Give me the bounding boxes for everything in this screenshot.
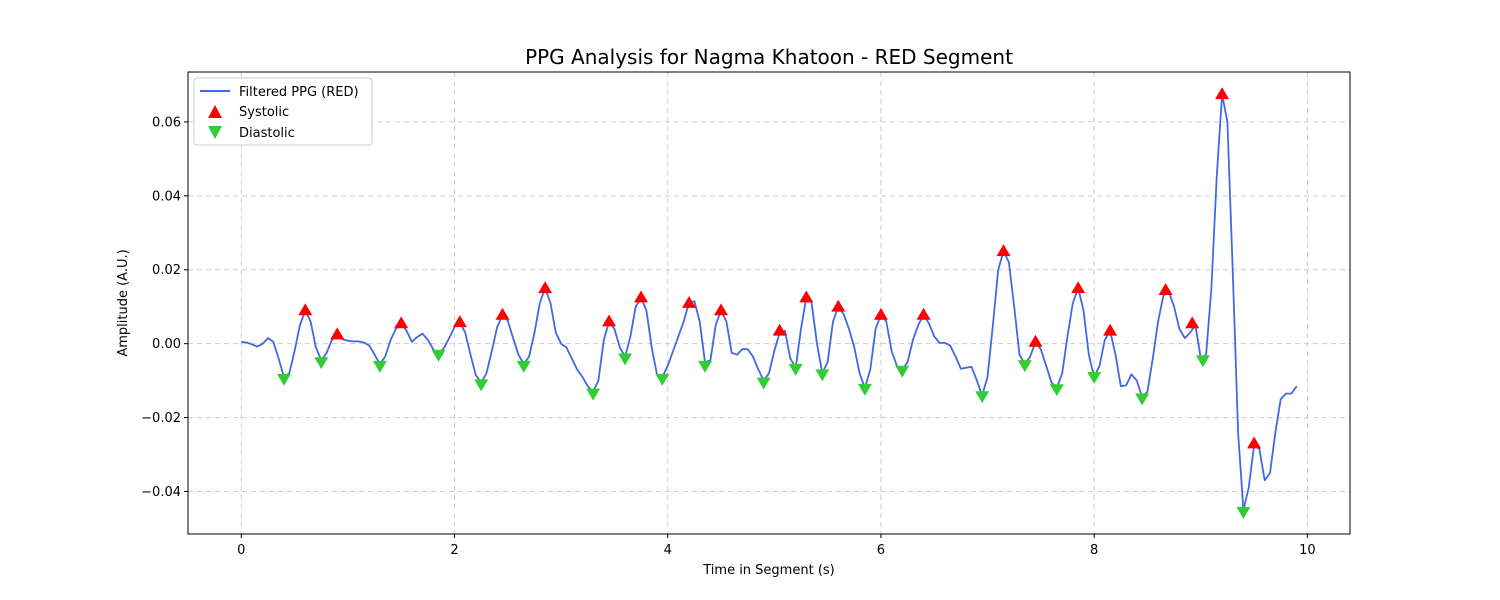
y-tick-label: 0.06 bbox=[152, 115, 181, 130]
legend-diastolic-marker-icon bbox=[208, 126, 222, 139]
grid bbox=[188, 72, 1350, 534]
legend-systolic-marker-icon bbox=[208, 105, 222, 118]
systolic-peak-marker bbox=[916, 307, 931, 320]
x-tick-label: 0 bbox=[237, 543, 245, 558]
systolic-peak-marker bbox=[602, 314, 617, 327]
diastolic-trough-marker bbox=[372, 360, 387, 373]
axes-frame bbox=[187, 71, 1351, 535]
x-axis-ticks: 0 2 4 6 8 10 bbox=[237, 534, 1316, 558]
y-axis-ticks: −0.04 −0.02 0.00 0.02 0.04 0.06 bbox=[141, 115, 188, 500]
systolic-peak-marker bbox=[1103, 323, 1118, 336]
systolic-peak-marker bbox=[799, 290, 814, 303]
diastolic-trough-marker bbox=[314, 357, 329, 370]
systolic-peak-marker bbox=[495, 307, 510, 320]
systolic-peak-marker bbox=[873, 307, 888, 320]
plot-area bbox=[241, 87, 1298, 519]
diastolic-trough-marker bbox=[1049, 384, 1064, 397]
systolic-peak-marker bbox=[452, 315, 467, 328]
y-tick-label: −0.04 bbox=[141, 485, 181, 500]
systolic-peak-marker bbox=[714, 303, 729, 316]
legend-label-diastolic: Diastolic bbox=[239, 126, 295, 141]
systolic-peak-marker bbox=[538, 281, 553, 294]
y-tick-label: 0.00 bbox=[152, 337, 181, 352]
legend: Filtered PPG (RED) Systolic Diastolic bbox=[193, 77, 373, 146]
diastolic-trough-marker bbox=[1087, 372, 1102, 384]
y-tick-label: 0.02 bbox=[152, 263, 181, 278]
diastolic-trough-marker bbox=[975, 391, 990, 404]
legend-label-filtered-ppg: Filtered PPG (RED) bbox=[239, 85, 359, 100]
systolic-peak-marker bbox=[996, 244, 1011, 257]
systolic-peak-marker bbox=[682, 296, 697, 308]
diastolic-trough-marker bbox=[1236, 506, 1251, 519]
diastolic-trough-marker bbox=[815, 369, 830, 382]
diastolic-trough-marker bbox=[788, 363, 803, 376]
x-tick-label: 6 bbox=[877, 543, 885, 558]
diastolic-trough-marker bbox=[756, 377, 771, 390]
systolic-peak-marker bbox=[772, 323, 787, 336]
diastolic-trough-marker bbox=[516, 360, 531, 373]
diastolic-trough-marker bbox=[1135, 393, 1150, 406]
diastolic-trough-marker bbox=[1195, 355, 1210, 368]
x-tick-label: 8 bbox=[1090, 543, 1098, 558]
diastolic-trough-marker bbox=[618, 353, 633, 366]
diastolic-trough-marker bbox=[276, 373, 291, 386]
diastolic-trough-marker bbox=[474, 379, 489, 392]
diastolic-trough-marker bbox=[698, 360, 713, 373]
systolic-peak-marker bbox=[1028, 334, 1043, 347]
y-tick-label: 0.04 bbox=[152, 189, 181, 204]
diastolic-trough-marker bbox=[1017, 360, 1032, 373]
y-axis-label: Amplitude (A.U.) bbox=[116, 249, 131, 356]
systolic-peak-marker bbox=[330, 327, 345, 340]
systolic-peak-marker bbox=[394, 316, 409, 329]
diastolic-trough-marker bbox=[655, 373, 670, 386]
x-axis-label: Time in Segment (s) bbox=[702, 563, 834, 578]
ppg-signal-line bbox=[241, 93, 1298, 511]
x-tick-label: 2 bbox=[450, 543, 458, 558]
diastolic-trough-marker bbox=[586, 388, 601, 401]
diastolic-trough-marker bbox=[857, 383, 872, 396]
systolic-peak-marker bbox=[1185, 316, 1200, 329]
systolic-peak-marker bbox=[1247, 436, 1262, 449]
diastolic-trough-marker bbox=[431, 349, 446, 362]
y-tick-label: −0.02 bbox=[141, 411, 181, 426]
x-tick-label: 10 bbox=[1299, 543, 1316, 558]
systolic-peak-marker bbox=[1215, 87, 1230, 100]
systolic-peak-marker bbox=[1158, 283, 1173, 295]
systolic-peak-marker bbox=[1071, 281, 1086, 294]
legend-label-systolic: Systolic bbox=[239, 105, 289, 120]
legend-box bbox=[193, 77, 373, 146]
chart-title: PPG Analysis for Nagma Khatoon - RED Seg… bbox=[525, 45, 1013, 69]
x-tick-label: 4 bbox=[664, 543, 672, 558]
systolic-peak-marker bbox=[831, 299, 846, 312]
systolic-peak-marker bbox=[634, 290, 649, 303]
diastolic-trough-marker bbox=[895, 365, 910, 378]
systolic-peak-marker bbox=[298, 303, 313, 316]
